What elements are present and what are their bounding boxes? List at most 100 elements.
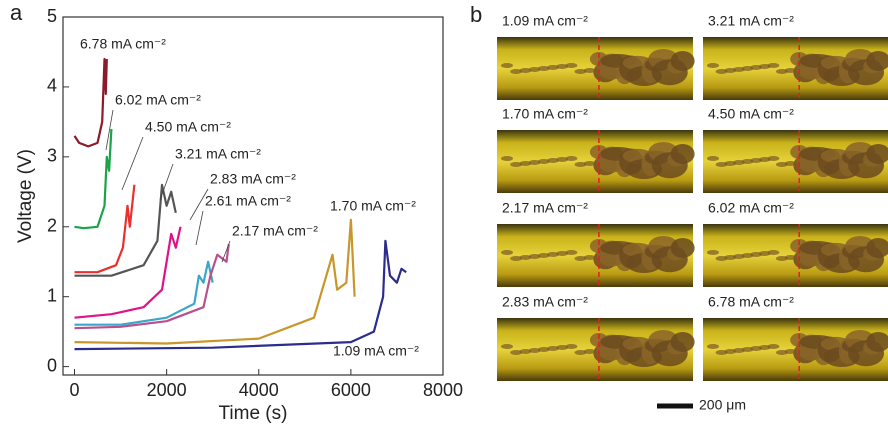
dendrite [537, 66, 550, 71]
y-tick-label: 1 [47, 285, 57, 305]
dendrite [556, 345, 569, 350]
dendrite [528, 348, 541, 353]
dendrite [707, 344, 719, 349]
y-axis-label: Voltage (V) [15, 149, 36, 243]
dendrite [556, 157, 569, 162]
dendrite [565, 344, 578, 349]
dendrite [546, 65, 559, 70]
dendrite [501, 156, 513, 161]
plot-frame [62, 16, 444, 376]
dendrite [583, 349, 596, 354]
dendrite [546, 346, 559, 351]
y-tick-label: 5 [47, 6, 57, 26]
dendrite [556, 64, 569, 69]
dendrite [574, 69, 587, 74]
deposit [866, 237, 888, 258]
frame-label: 2.83 mA cm⁻² [502, 294, 588, 310]
plot: 0 2000 4000 6000 8000 0 1 2 3 4 5 Time (s) Voltage (… [15, 6, 463, 424]
dendrite [707, 250, 719, 255]
x-tick-label: 0 [70, 380, 80, 400]
voltage-curve [74, 244, 230, 330]
x-tick-label: 8000 [423, 380, 463, 400]
deposit [670, 50, 695, 71]
dendrite [510, 256, 523, 261]
leader-line [195, 210, 204, 246]
x-axis-label: Time (s) [219, 403, 288, 424]
deposit [866, 331, 888, 352]
dendrite [519, 255, 532, 260]
dendrite [501, 63, 513, 68]
deposit [670, 237, 695, 258]
leader-line [189, 188, 209, 221]
voltage-curve [74, 239, 407, 351]
y-tick-label: 2 [47, 216, 57, 236]
dendrite [707, 63, 719, 68]
dendrite [784, 255, 797, 260]
dendrite [583, 255, 596, 260]
series-label: 2.61 mA cm⁻² [205, 193, 291, 209]
frame-label: 2.17 mA cm⁻² [502, 200, 588, 216]
dendrite [556, 251, 569, 256]
frame-label: 6.02 mA cm⁻² [708, 200, 794, 216]
dendrite [519, 68, 532, 73]
series-label: 6.78 mA cm⁻² [80, 36, 166, 52]
dendrite [574, 256, 587, 261]
frame-label: 1.70 mA cm⁻² [502, 106, 588, 122]
series-label: 2.83 mA cm⁻² [210, 171, 296, 187]
dendrite [501, 344, 513, 349]
dendrite [546, 252, 559, 257]
y-tick-label: 3 [47, 146, 57, 166]
leader-line [105, 109, 114, 151]
dendrite [565, 156, 578, 161]
frame-label: 1.09 mA cm⁻² [502, 13, 588, 29]
dendrite [574, 162, 587, 167]
scale-bar-label: 200 μm [699, 397, 746, 413]
dendrite [528, 254, 541, 259]
dendrite [528, 160, 541, 165]
micrographs: 1.09 mA cm⁻² 3.21 mA cm⁻² 1.70 mA cm⁻² 4.50… [497, 13, 888, 381]
voltage-curve [74, 226, 182, 319]
dendrite [784, 161, 797, 166]
series-label: 6.02 mA cm⁻² [115, 92, 201, 108]
x-tick-label: 2000 [147, 380, 187, 400]
voltage-curve [73, 57, 108, 148]
x-tick-label: 4000 [239, 380, 279, 400]
panel-label: b [470, 2, 482, 27]
deposit [866, 50, 888, 71]
frame-label: 6.78 mA cm⁻² [708, 294, 794, 310]
deposit [866, 143, 888, 164]
series-label: 1.09 mA cm⁻² [333, 343, 419, 359]
dendrite [767, 156, 780, 161]
dendrite [767, 250, 780, 255]
y-tick-label: 4 [47, 76, 57, 96]
dendrite [510, 162, 523, 167]
leader-line [121, 136, 144, 191]
x-tick-label: 6000 [331, 380, 371, 400]
dendrite [546, 158, 559, 163]
panel-label: a [10, 0, 23, 25]
voltage-curve [74, 184, 136, 274]
y-tick-label: 0 [47, 355, 57, 375]
dendrite [537, 347, 550, 352]
series-label: 3.21 mA cm⁻² [175, 146, 261, 162]
frame-label: 3.21 mA cm⁻² [708, 13, 794, 29]
dendrite [519, 349, 532, 354]
dendrite [767, 344, 780, 349]
dendrite [767, 63, 780, 68]
leader-line [221, 240, 231, 263]
dendrite [501, 250, 513, 255]
leader-line [159, 163, 174, 201]
voltage-curve [74, 183, 177, 277]
dendrite [583, 68, 596, 73]
dendrite [537, 159, 550, 164]
dendrite [784, 68, 797, 73]
voltage-curve [74, 218, 356, 345]
voltage-curve [74, 260, 214, 326]
dendrite [519, 161, 532, 166]
deposit [670, 331, 695, 352]
dendrite [510, 350, 523, 355]
frame-label: 4.50 mA cm⁻² [708, 106, 794, 122]
dendrite [565, 250, 578, 255]
series-label: 4.50 mA cm⁻² [145, 119, 231, 135]
